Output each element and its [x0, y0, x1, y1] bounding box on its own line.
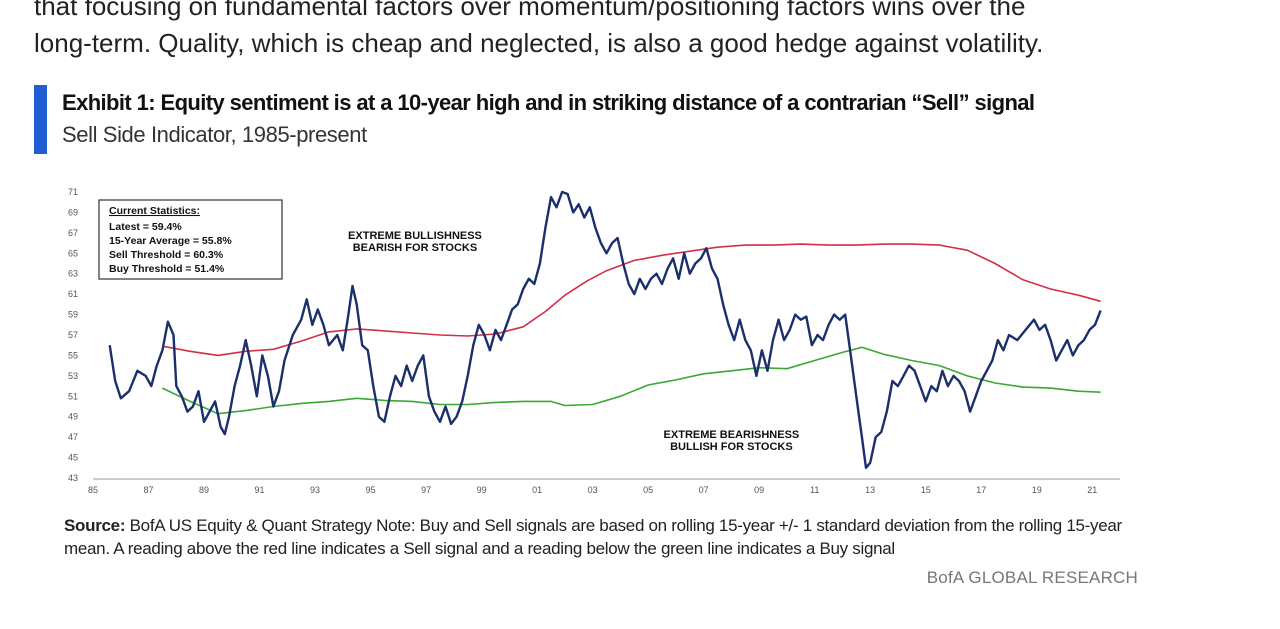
x-tick-label-4: 93 [310, 485, 320, 495]
x-tick-label-10: 05 [643, 485, 653, 495]
annotation-0-line-0: EXTREME BULLISHNESS [348, 230, 482, 242]
intro-line-2: long-term. Quality, which is cheap and n… [34, 28, 1044, 58]
exhibit-title: Exhibit 1: Equity sentiment is at a 10-y… [62, 90, 1035, 115]
intro-text: that focusing on fundamental factors ove… [34, 0, 1254, 62]
x-tick-label-13: 11 [810, 485, 819, 495]
annotation-0-line-1: BEARISH FOR STOCKS [353, 242, 477, 254]
source-text: BofA US Equity & Quant Strategy Note: Bu… [64, 516, 1122, 558]
stats-box-line-3: Buy Threshold = 51.4% [109, 263, 225, 275]
x-tick-label-3: 91 [255, 485, 265, 495]
stats-box-line-2: Sell Threshold = 60.3% [109, 249, 224, 261]
y-tick-label-4: 51 [68, 391, 78, 401]
x-tick-label-12: 09 [754, 485, 764, 495]
y-tick-label-3: 49 [68, 412, 78, 422]
x-tick-label-16: 17 [976, 485, 986, 495]
y-tick-label-8: 59 [68, 310, 78, 320]
x-tick-label-1: 87 [144, 485, 154, 495]
x-tick-label-14: 13 [865, 485, 875, 495]
y-tick-label-7: 57 [68, 330, 78, 340]
source-label: Source: [64, 516, 126, 535]
x-tick-label-11: 07 [699, 485, 709, 495]
brand-label: BofA GLOBAL RESEARCH [926, 568, 1138, 587]
y-tick-label-5: 53 [68, 371, 78, 381]
source-note: Source: BofA US Equity & Quant Strategy … [64, 514, 1154, 560]
stats-box-line-1: 15-Year Average = 55.8% [109, 235, 232, 247]
x-tick-label-9: 03 [588, 485, 598, 495]
indicator-line [108, 190, 1102, 469]
y-tick-label-6: 55 [68, 350, 78, 360]
y-tick-label-13: 69 [68, 207, 78, 217]
exhibit-accent-bar [34, 85, 47, 154]
exhibit-subtitle: Sell Side Indicator, 1985-present [62, 122, 367, 147]
x-tick-label-15: 15 [921, 485, 931, 495]
y-tick-label-2: 47 [68, 432, 78, 442]
sell-threshold-line [162, 243, 1101, 357]
y-tick-label-0: 43 [68, 473, 78, 483]
y-tick-label-14: 71 [68, 187, 78, 197]
series-layer [108, 190, 1102, 469]
x-tick-label-7: 99 [477, 485, 487, 495]
stats-box-title: Current Statistics: [109, 205, 200, 217]
x-tick-label-17: 19 [1032, 485, 1042, 495]
y-tick-label-11: 65 [68, 248, 78, 258]
x-tick-label-18: 21 [1087, 485, 1097, 495]
buy-threshold-line [162, 346, 1101, 415]
y-tick-label-9: 61 [68, 289, 78, 299]
intro-line-1: that focusing on fundamental factors ove… [34, 0, 1026, 21]
stats-box-frame [98, 199, 283, 280]
x-axis: 85 87 89 91 93 95 97 99 01 03 05 07 09 11 13 15 17 19 21 [88, 478, 1120, 495]
y-axis: 43 45 47 49 51 53 55 57 59 61 63 65 67 69 71 [68, 187, 78, 483]
annotation-1-line-1: BULLISH FOR STOCKS [670, 441, 793, 453]
x-tick-label-2: 89 [199, 485, 209, 495]
current-statistics-box: Current Statistics: Latest = 59.4% 15-Year… [98, 199, 283, 280]
x-tick-label-6: 97 [421, 485, 431, 495]
stats-box-line-0: Latest = 59.4% [109, 221, 182, 233]
annotation-1-line-0: EXTREME BEARISHNESS [664, 429, 800, 441]
y-tick-label-12: 67 [68, 228, 78, 238]
x-tick-label-5: 95 [366, 485, 376, 495]
x-tick-label-0: 85 [88, 485, 98, 495]
y-tick-label-1: 45 [68, 453, 78, 463]
x-tick-label-8: 01 [532, 485, 542, 495]
sentiment-line-chart: 43 45 47 49 51 53 55 57 59 61 63 65 67 69 71 85 87 89 91 9… [68, 187, 1120, 495]
y-tick-label-10: 63 [68, 269, 78, 279]
